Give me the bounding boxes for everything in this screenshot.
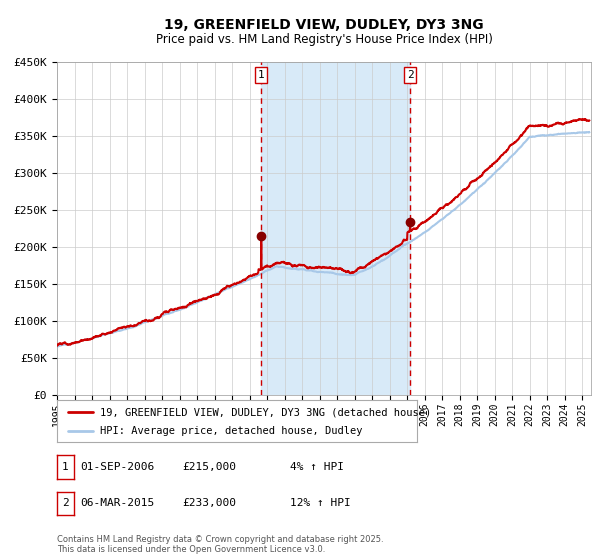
Text: 19, GREENFIELD VIEW, DUDLEY, DY3 3NG (detached house): 19, GREENFIELD VIEW, DUDLEY, DY3 3NG (de… [100, 407, 431, 417]
Text: HPI: Average price, detached house, Dudley: HPI: Average price, detached house, Dudl… [100, 426, 362, 436]
Text: Contains HM Land Registry data © Crown copyright and database right 2025.
This d: Contains HM Land Registry data © Crown c… [57, 535, 383, 554]
Text: £233,000: £233,000 [182, 498, 236, 508]
Text: 01-SEP-2006: 01-SEP-2006 [80, 462, 154, 472]
Bar [262, 62, 410, 395]
Text: 1: 1 [62, 462, 69, 472]
Text: £215,000: £215,000 [182, 462, 236, 472]
Text: 06-MAR-2015: 06-MAR-2015 [80, 498, 154, 508]
Text: 12% ↑ HPI: 12% ↑ HPI [290, 498, 350, 508]
Text: 19, GREENFIELD VIEW, DUDLEY, DY3 3NG: 19, GREENFIELD VIEW, DUDLEY, DY3 3NG [164, 18, 484, 32]
Text: 4% ↑ HPI: 4% ↑ HPI [290, 462, 344, 472]
Text: 1: 1 [258, 70, 265, 80]
Text: 2: 2 [407, 70, 413, 80]
Text: 2: 2 [62, 498, 69, 508]
Text: Price paid vs. HM Land Registry's House Price Index (HPI): Price paid vs. HM Land Registry's House … [155, 32, 493, 46]
